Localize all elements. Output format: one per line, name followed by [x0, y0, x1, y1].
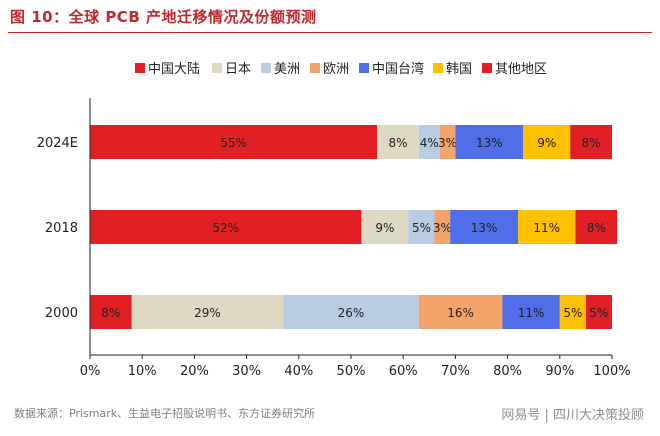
bar-segment [377, 125, 419, 159]
legend-label: 日本 [225, 62, 251, 77]
category-label: 2000 [45, 306, 78, 321]
chart-title: 图 10：全球 PCB 产地迁移情况及份额预测 [10, 8, 317, 26]
data-label: 26% [338, 306, 365, 320]
data-label: 3% [438, 136, 457, 150]
bar-segment [455, 125, 524, 159]
bar-segment [570, 125, 612, 159]
bar-segment [90, 210, 362, 244]
data-label: 52% [212, 221, 239, 235]
data-label: 9% [375, 221, 394, 235]
legend-swatch [433, 63, 443, 73]
legend-swatch [212, 63, 222, 73]
data-label: 9% [537, 136, 556, 150]
data-label: 8% [101, 306, 120, 320]
data-label: 4% [420, 136, 439, 150]
legend-swatch [261, 63, 271, 73]
bar-segment [450, 210, 519, 244]
data-label: 13% [471, 221, 498, 235]
bar-segment [90, 295, 132, 329]
data-label: 55% [220, 136, 247, 150]
x-tick-label: 0% [80, 364, 101, 379]
legend-label: 中国大陆 [148, 61, 200, 77]
x-tick-label: 10% [128, 364, 157, 379]
data-label: 13% [476, 136, 503, 150]
x-tick-label: 40% [284, 364, 313, 379]
bar-segment [502, 295, 560, 329]
legend-swatch [482, 63, 492, 73]
legend-swatch [135, 63, 145, 73]
legend-label: 美洲 [274, 62, 300, 77]
legend-swatch [310, 63, 320, 73]
legend-label: 其他地区 [495, 62, 547, 77]
legend-swatch [359, 63, 369, 73]
bar-segment [523, 125, 571, 159]
legend-label: 韩国 [446, 62, 472, 77]
category-label: 2024E [37, 136, 78, 151]
bar-segment [575, 210, 618, 244]
x-tick-label: 30% [232, 364, 261, 379]
data-label: 5% [563, 306, 582, 320]
bar-segment [90, 125, 378, 159]
bar-segment [559, 295, 586, 329]
data-label: 8% [388, 136, 407, 150]
source-note: 数据来源：Prismark、生益电子招股说明书、东方证券研究所 [14, 407, 316, 420]
bar-segment [585, 295, 612, 329]
data-label: 3% [433, 221, 452, 235]
x-tick-label: 90% [545, 364, 574, 379]
data-label: 16% [447, 306, 474, 320]
data-label: 5% [589, 306, 608, 320]
data-label: 8% [587, 221, 606, 235]
bar-segment [418, 125, 440, 159]
bar-segment [408, 210, 435, 244]
data-label: 11% [533, 221, 560, 235]
bar-segment [283, 295, 419, 329]
x-tick-label: 80% [493, 364, 522, 379]
data-label: 29% [194, 306, 221, 320]
x-tick-label: 100% [593, 364, 630, 379]
bar-segment [518, 210, 576, 244]
bar-segment [434, 210, 451, 244]
bar-segment [439, 125, 456, 159]
title-divider [8, 32, 652, 33]
watermark: 网易号 | 四川大决策投顾 [501, 408, 644, 423]
bar-segment [418, 295, 503, 329]
data-label: 5% [412, 221, 431, 235]
legend-label: 中国台湾 [372, 61, 424, 77]
data-label: 8% [582, 136, 601, 150]
bar-segment [361, 210, 409, 244]
category-label: 2018 [45, 221, 78, 236]
data-label: 11% [518, 306, 545, 320]
x-tick-label: 70% [441, 364, 470, 379]
legend-label: 欧洲 [323, 62, 349, 77]
x-tick-label: 60% [389, 364, 418, 379]
bar-segment [131, 295, 284, 329]
x-tick-label: 50% [337, 364, 366, 379]
x-tick-label: 20% [180, 364, 209, 379]
